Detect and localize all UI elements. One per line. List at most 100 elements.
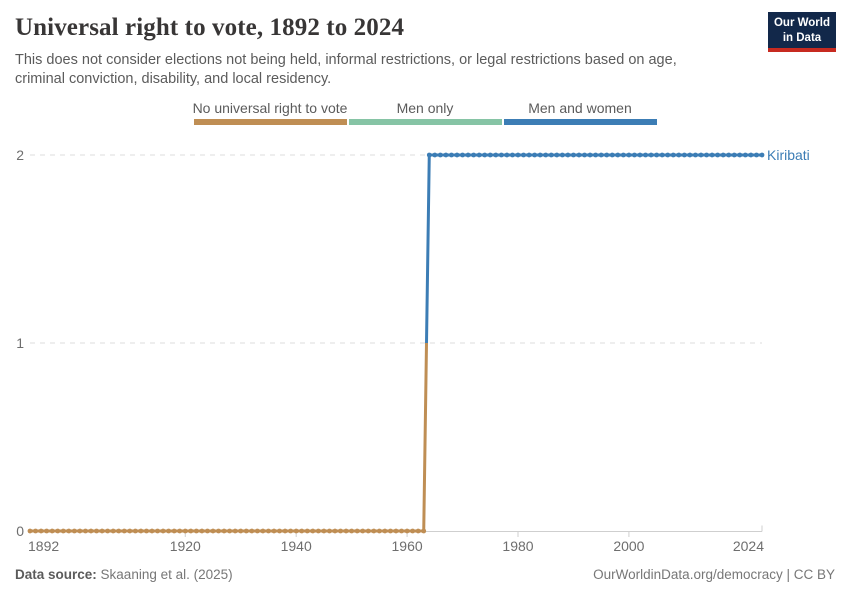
data-point-2003[interactable] (643, 152, 648, 158)
data-point-1975[interactable] (487, 152, 493, 158)
data-point-1892[interactable] (27, 528, 33, 534)
entity-label[interactable]: Kiribati (767, 147, 810, 163)
data-point-1942[interactable] (304, 528, 310, 534)
data-point-1956[interactable] (382, 528, 388, 534)
data-point-1992[interactable] (582, 152, 587, 158)
data-point-1903[interactable] (88, 528, 94, 534)
attribution[interactable]: OurWorldinData.org/democracy | CC BY (593, 567, 835, 582)
data-point-1936[interactable] (271, 528, 277, 534)
data-point-1902[interactable] (83, 528, 88, 534)
data-point-1922[interactable] (193, 528, 199, 534)
data-point-2004[interactable] (648, 152, 654, 158)
data-point-1994[interactable] (593, 152, 599, 158)
data-point-1929[interactable] (232, 528, 238, 534)
data-point-1973[interactable] (476, 152, 482, 158)
data-point-1950[interactable] (349, 528, 355, 534)
data-point-1938[interactable] (282, 528, 288, 534)
data-point-1945[interactable] (321, 528, 327, 534)
data-point-2016[interactable] (715, 152, 721, 158)
data-point-1954[interactable] (371, 528, 377, 534)
data-point-2007[interactable] (665, 152, 671, 158)
data-point-1917[interactable] (166, 528, 172, 534)
data-point-1920[interactable] (182, 528, 188, 534)
data-point-1932[interactable] (249, 528, 255, 534)
data-point-1941[interactable] (299, 528, 305, 534)
data-point-1901[interactable] (77, 528, 83, 534)
data-point-1924[interactable] (205, 528, 210, 534)
data-point-1952[interactable] (360, 528, 366, 534)
legend-item-men-only[interactable]: Men only (348, 100, 503, 125)
data-point-1987[interactable] (554, 152, 560, 158)
data-point-2014[interactable] (704, 152, 709, 158)
data-point-1947[interactable] (332, 528, 338, 534)
data-point-1930[interactable] (238, 528, 244, 534)
data-point-1953[interactable] (365, 528, 371, 534)
data-point-1960[interactable] (404, 528, 410, 534)
data-point-1961[interactable] (410, 528, 416, 534)
data-point-1910[interactable] (127, 528, 133, 534)
data-point-1990[interactable] (571, 152, 576, 158)
data-point-1940[interactable] (293, 528, 299, 534)
data-point-1977[interactable] (498, 152, 504, 158)
data-point-1915[interactable] (155, 528, 160, 534)
data-point-1988[interactable] (559, 152, 565, 158)
data-point-1962[interactable] (415, 528, 421, 534)
legend-item-men-and-women[interactable]: Men and women (503, 100, 658, 125)
data-point-1986[interactable] (548, 152, 554, 158)
data-point-1996[interactable] (604, 152, 610, 158)
data-point-2015[interactable] (709, 152, 715, 158)
data-point-1908[interactable] (116, 528, 122, 534)
data-point-2005[interactable] (654, 152, 660, 158)
data-point-1970[interactable] (460, 152, 465, 158)
data-point-1935[interactable] (266, 528, 271, 534)
series-line-no-universal-right-to-vote[interactable] (30, 342, 428, 533)
data-point-1900[interactable] (71, 528, 77, 534)
data-point-1959[interactable] (399, 528, 404, 534)
data-point-1964[interactable] (426, 152, 432, 158)
data-point-1905[interactable] (99, 528, 105, 534)
data-point-1976[interactable] (493, 152, 499, 158)
data-point-1919[interactable] (177, 528, 183, 534)
data-point-1958[interactable] (393, 528, 399, 534)
data-point-1895[interactable] (44, 528, 50, 534)
data-point-1980[interactable] (515, 152, 521, 158)
data-point-1984[interactable] (537, 152, 543, 158)
data-point-2002[interactable] (637, 152, 643, 158)
legend-item-no-universal-right-to-vote[interactable]: No universal right to vote (193, 100, 348, 125)
data-point-1923[interactable] (199, 528, 205, 534)
data-point-1967[interactable] (443, 152, 449, 158)
data-point-1914[interactable] (149, 528, 155, 534)
data-point-1912[interactable] (138, 528, 144, 534)
data-point-1921[interactable] (188, 528, 194, 534)
data-point-2010[interactable] (681, 152, 687, 158)
data-point-2018[interactable] (726, 152, 732, 158)
owid-logo[interactable]: Our World in Data (768, 12, 836, 53)
data-point-1995[interactable] (598, 152, 604, 158)
data-point-1894[interactable] (38, 528, 44, 534)
data-point-1978[interactable] (504, 152, 510, 158)
data-point-1918[interactable] (171, 528, 177, 534)
data-point-1896[interactable] (49, 528, 55, 534)
data-point-1907[interactable] (110, 528, 116, 534)
data-point-1939[interactable] (288, 528, 294, 534)
data-point-1966[interactable] (437, 152, 443, 158)
data-point-1993[interactable] (587, 152, 593, 158)
data-point-1926[interactable] (216, 528, 221, 534)
data-point-1925[interactable] (210, 528, 216, 534)
data-point-1974[interactable] (482, 152, 488, 158)
data-point-1946[interactable] (327, 528, 332, 534)
data-point-1934[interactable] (260, 528, 266, 534)
data-point-1983[interactable] (532, 152, 538, 158)
data-point-1972[interactable] (471, 152, 477, 158)
data-point-1911[interactable] (132, 528, 138, 534)
data-point-1898[interactable] (60, 528, 66, 534)
data-point-1909[interactable] (121, 528, 127, 534)
data-point-1949[interactable] (343, 528, 349, 534)
data-point-1893[interactable] (33, 528, 38, 534)
data-point-1913[interactable] (144, 528, 149, 534)
data-point-1971[interactable] (465, 152, 471, 158)
data-point-1928[interactable] (227, 528, 233, 534)
data-point-1916[interactable] (160, 528, 166, 534)
data-point-1965[interactable] (432, 152, 438, 158)
data-point-1937[interactable] (277, 528, 282, 534)
